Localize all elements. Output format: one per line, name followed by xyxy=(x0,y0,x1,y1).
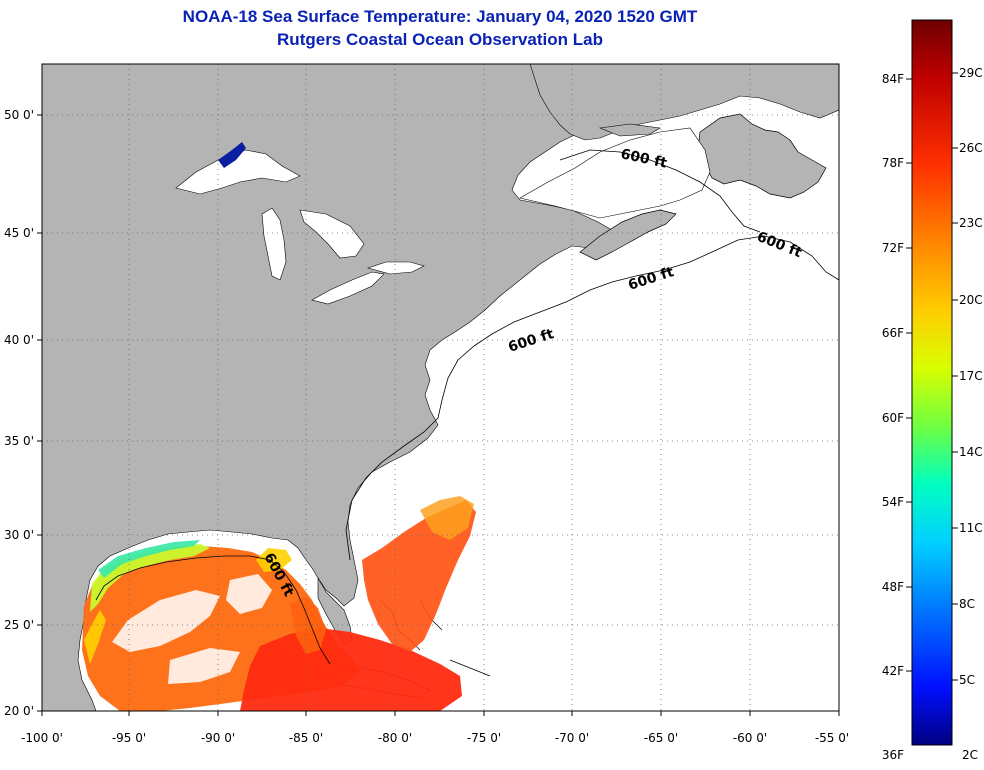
colorbar-label-f: 54F xyxy=(882,495,904,509)
colorbar-label-c: 29C xyxy=(959,66,983,80)
axis-ticks xyxy=(37,114,840,716)
map-subtitle: Rutgers Coastal Ocean Observation Lab xyxy=(277,30,603,49)
lon-tick-label: -70 0' xyxy=(555,731,589,745)
land-anticosti xyxy=(598,123,661,137)
lat-tick-label: 40 0' xyxy=(4,333,34,347)
lon-tick-label: -95 0' xyxy=(112,731,146,745)
contour-600ft-north xyxy=(559,149,761,233)
map-frame xyxy=(41,63,840,712)
sst-gulf-yellow xyxy=(84,548,292,664)
colorbar-ticks xyxy=(906,72,958,681)
sst-caribbean-warm xyxy=(240,628,462,711)
colorbar-label-f: 48F xyxy=(882,580,904,594)
lat-tick-label: 45 0' xyxy=(4,226,34,240)
lon-tick-label: -85 0' xyxy=(289,731,323,745)
land-north-america xyxy=(42,64,756,711)
lon-tick-label: -100 0' xyxy=(21,731,63,745)
lon-tick-label: -65 0' xyxy=(644,731,678,745)
lake-huron xyxy=(299,209,365,259)
colorbar-label-f: 78F xyxy=(882,156,904,170)
lat-tick-label: 30 0' xyxy=(4,528,34,542)
contour-600ft-gulf xyxy=(95,555,331,665)
colorbar-label-f: 42F xyxy=(882,664,904,678)
land-newfoundland xyxy=(697,113,827,199)
contour-600ft-atlantic xyxy=(345,235,839,561)
colorbar-label-f: 84F xyxy=(882,72,904,86)
lake-michigan xyxy=(261,207,287,281)
colorbar-label-c: 17C xyxy=(959,369,983,383)
sst-gulf-white-gaps xyxy=(112,574,272,684)
lat-tick-label: 50 0' xyxy=(4,108,34,122)
colorbar-label-f: 60F xyxy=(882,411,904,425)
colorbar-label-c: 11C xyxy=(959,521,983,535)
lat-tick-label: 35 0' xyxy=(4,434,34,448)
lon-tick-label: -75 0' xyxy=(467,731,501,745)
lat-tick-label: 25 0' xyxy=(4,618,34,632)
sst-gulf-cyan-band xyxy=(98,540,200,578)
colorbar-label-c: 26C xyxy=(959,141,983,155)
map-title: NOAA-18 Sea Surface Temperature: January… xyxy=(182,7,698,26)
colorbar-label-f: 66F xyxy=(882,326,904,340)
land-nova-scotia xyxy=(579,209,677,261)
colorbar xyxy=(911,19,953,746)
colorbar-label-f: 36F xyxy=(882,748,904,762)
sst-atlantic-orange xyxy=(420,496,474,540)
colorbar-label-c: 2C xyxy=(962,748,978,762)
colorbar-label-c: 20C xyxy=(959,293,983,307)
lat-tick-label: 20 0' xyxy=(4,704,34,718)
lake-ontario xyxy=(366,261,425,275)
lon-tick-label: -90 0' xyxy=(201,731,235,745)
lon-tick-label: -55 0' xyxy=(815,731,849,745)
lake-cold-sst xyxy=(218,142,246,168)
lake-erie xyxy=(311,271,385,305)
lon-tick-label: -80 0' xyxy=(378,731,412,745)
colorbar-label-c: 5C xyxy=(959,673,975,687)
colorbar-label-c: 14C xyxy=(959,445,983,459)
gulf-of-st-lawrence xyxy=(519,127,711,219)
colorbar-label-c: 8C xyxy=(959,597,975,611)
colorbar-label-f: 72F xyxy=(882,241,904,255)
colorbar-label-c: 23C xyxy=(959,216,983,230)
lon-tick-label: -60 0' xyxy=(733,731,767,745)
land-quebec-labrador xyxy=(529,64,839,141)
